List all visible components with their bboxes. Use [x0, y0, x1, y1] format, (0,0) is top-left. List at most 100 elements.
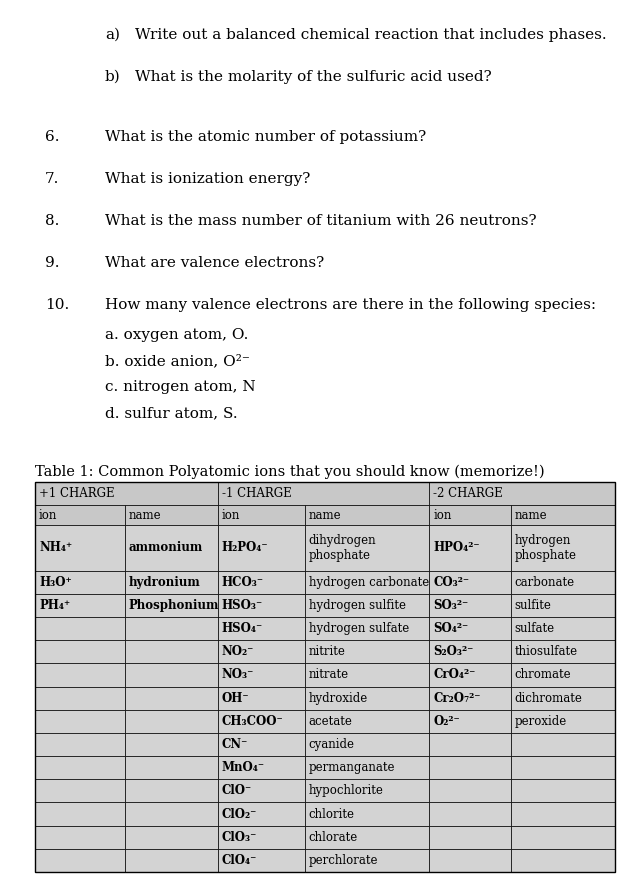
Bar — [511, 849, 615, 872]
Text: name: name — [129, 508, 161, 522]
Text: thiosulfate: thiosulfate — [515, 645, 578, 659]
Text: HSO₄⁻: HSO₄⁻ — [222, 622, 263, 635]
Bar — [511, 505, 615, 525]
Bar — [35, 505, 125, 525]
Bar — [511, 826, 615, 849]
Text: acetate: acetate — [309, 715, 353, 728]
Text: name: name — [309, 508, 341, 522]
Text: d. sulfur atom, S.: d. sulfur atom, S. — [105, 406, 237, 420]
Bar — [125, 826, 218, 849]
Bar — [429, 663, 511, 687]
Bar — [429, 780, 511, 803]
Text: 7.: 7. — [45, 172, 60, 186]
Text: ion: ion — [222, 508, 240, 522]
Bar — [218, 803, 304, 826]
Text: NH₄⁺: NH₄⁺ — [39, 541, 72, 554]
Text: ClO₃⁻: ClO₃⁻ — [222, 831, 257, 843]
Bar — [218, 849, 304, 872]
Text: ammonium: ammonium — [129, 541, 203, 554]
Bar — [304, 570, 429, 594]
Bar — [304, 525, 429, 570]
Text: What is the mass number of titanium with 26 neutrons?: What is the mass number of titanium with… — [105, 214, 537, 228]
Bar — [218, 640, 304, 663]
Text: b): b) — [105, 70, 121, 84]
Bar — [35, 594, 125, 617]
Bar — [35, 640, 125, 663]
Bar — [35, 525, 125, 570]
Bar — [304, 826, 429, 849]
Text: CH₃COO⁻: CH₃COO⁻ — [222, 715, 284, 728]
Text: dichromate: dichromate — [515, 691, 582, 705]
Bar — [218, 663, 304, 687]
Text: 6.: 6. — [45, 130, 60, 144]
Bar — [35, 482, 218, 505]
Bar — [511, 594, 615, 617]
Bar — [125, 803, 218, 826]
Bar — [429, 710, 511, 733]
Bar — [429, 482, 615, 505]
Text: dihydrogen
phosphate: dihydrogen phosphate — [309, 534, 377, 562]
Text: nitrite: nitrite — [309, 645, 346, 659]
Text: CN⁻: CN⁻ — [222, 738, 248, 751]
Text: sulfite: sulfite — [515, 598, 551, 612]
Bar — [218, 617, 304, 640]
Text: 9.: 9. — [45, 256, 60, 270]
Text: chlorate: chlorate — [309, 831, 358, 843]
Bar — [429, 617, 511, 640]
Bar — [429, 640, 511, 663]
Bar — [125, 687, 218, 710]
Text: sulfate: sulfate — [515, 622, 555, 635]
Text: hydroxide: hydroxide — [309, 691, 368, 705]
Bar — [218, 756, 304, 780]
Bar — [511, 617, 615, 640]
Bar — [429, 826, 511, 849]
Bar — [35, 803, 125, 826]
Bar — [304, 687, 429, 710]
Text: Write out a balanced chemical reaction that includes phases.: Write out a balanced chemical reaction t… — [135, 28, 606, 42]
Text: H₂PO₄⁻: H₂PO₄⁻ — [222, 541, 268, 554]
Text: H₃O⁺: H₃O⁺ — [39, 575, 72, 589]
Bar — [125, 663, 218, 687]
Text: b. oxide anion, O²⁻: b. oxide anion, O²⁻ — [105, 354, 250, 368]
Bar — [35, 482, 615, 872]
Bar — [511, 756, 615, 780]
Text: HPO₄²⁻: HPO₄²⁻ — [434, 541, 480, 554]
Text: HSO₃⁻: HSO₃⁻ — [222, 598, 263, 612]
Text: chromate: chromate — [515, 668, 571, 682]
Text: What is the atomic number of potassium?: What is the atomic number of potassium? — [105, 130, 426, 144]
Text: ClO⁻: ClO⁻ — [222, 784, 252, 797]
Text: hydrogen sulfite: hydrogen sulfite — [309, 598, 406, 612]
Bar — [429, 594, 511, 617]
Text: perchlorate: perchlorate — [309, 854, 378, 867]
Bar — [35, 617, 125, 640]
Bar — [35, 780, 125, 803]
Text: MnO₄⁻: MnO₄⁻ — [222, 761, 265, 774]
Bar — [35, 849, 125, 872]
Text: HCO₃⁻: HCO₃⁻ — [222, 575, 264, 589]
Text: What are valence electrons?: What are valence electrons? — [105, 256, 324, 270]
Bar — [125, 710, 218, 733]
Bar — [304, 803, 429, 826]
Text: -1 CHARGE: -1 CHARGE — [222, 487, 291, 500]
Bar — [125, 505, 218, 525]
Bar — [511, 525, 615, 570]
Bar — [304, 733, 429, 756]
Bar — [429, 570, 511, 594]
Text: What is ionization energy?: What is ionization energy? — [105, 172, 310, 186]
Bar — [125, 780, 218, 803]
Bar — [218, 525, 304, 570]
Bar — [125, 756, 218, 780]
Bar — [35, 663, 125, 687]
Bar — [304, 710, 429, 733]
Text: permanganate: permanganate — [309, 761, 395, 774]
Text: carbonate: carbonate — [515, 575, 575, 589]
Bar — [125, 594, 218, 617]
Bar — [429, 525, 511, 570]
Bar — [511, 663, 615, 687]
Bar — [218, 733, 304, 756]
Bar — [429, 687, 511, 710]
Bar — [218, 780, 304, 803]
Bar — [429, 733, 511, 756]
Bar — [429, 505, 511, 525]
Bar — [35, 826, 125, 849]
